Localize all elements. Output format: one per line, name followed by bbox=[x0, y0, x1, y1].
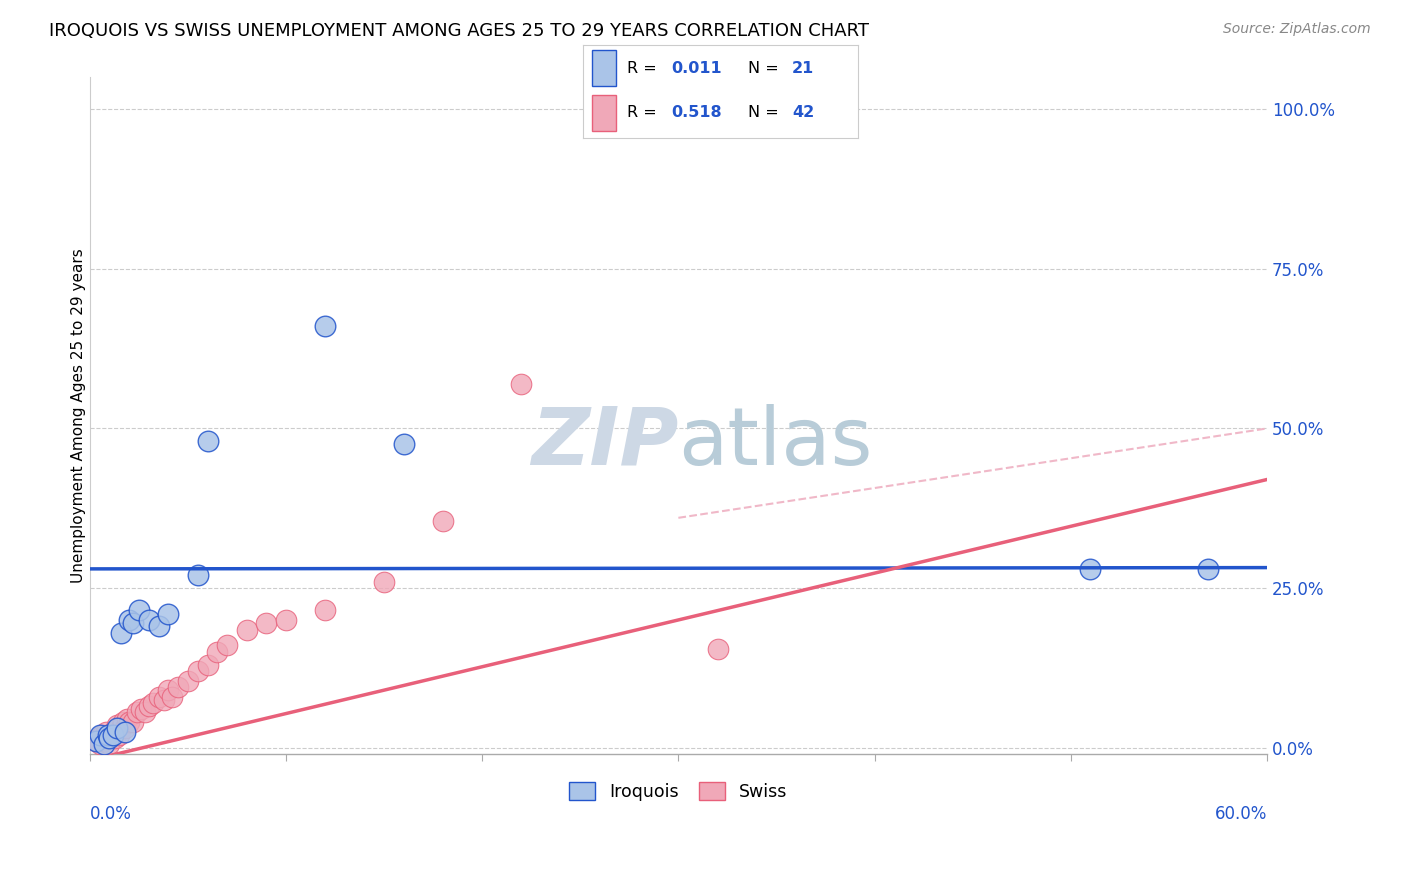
Point bbox=[148, 619, 170, 633]
Text: Source: ZipAtlas.com: Source: ZipAtlas.com bbox=[1223, 22, 1371, 37]
Point bbox=[104, 731, 127, 745]
Point bbox=[103, 728, 125, 742]
Point bbox=[114, 722, 136, 736]
Point bbox=[314, 319, 336, 334]
Text: 0.0%: 0.0% bbox=[90, 805, 132, 822]
Point bbox=[96, 728, 118, 742]
Point bbox=[197, 657, 219, 672]
Point bbox=[157, 607, 180, 621]
Point bbox=[706, 641, 728, 656]
Point bbox=[254, 616, 277, 631]
Point bbox=[103, 724, 125, 739]
Point bbox=[1078, 562, 1101, 576]
Point bbox=[89, 728, 111, 742]
FancyBboxPatch shape bbox=[592, 95, 616, 131]
FancyBboxPatch shape bbox=[592, 50, 616, 86]
Point bbox=[122, 616, 145, 631]
Point bbox=[314, 603, 336, 617]
Point bbox=[114, 724, 136, 739]
Y-axis label: Unemployment Among Ages 25 to 29 years: Unemployment Among Ages 25 to 29 years bbox=[72, 248, 86, 583]
Point bbox=[157, 683, 180, 698]
Point bbox=[167, 680, 190, 694]
Point bbox=[207, 645, 229, 659]
Point bbox=[96, 731, 118, 745]
Point bbox=[84, 734, 107, 748]
Point bbox=[122, 714, 145, 729]
Point bbox=[142, 696, 165, 710]
Point bbox=[125, 706, 148, 720]
Point bbox=[94, 724, 117, 739]
Text: 21: 21 bbox=[792, 61, 814, 76]
Point bbox=[1197, 562, 1219, 576]
Text: IROQUOIS VS SWISS UNEMPLOYMENT AMONG AGES 25 TO 29 YEARS CORRELATION CHART: IROQUOIS VS SWISS UNEMPLOYMENT AMONG AGE… bbox=[49, 22, 869, 40]
Point bbox=[274, 613, 297, 627]
Point bbox=[118, 613, 141, 627]
Point bbox=[118, 714, 141, 729]
Point bbox=[392, 437, 415, 451]
Point bbox=[93, 734, 115, 748]
Point bbox=[89, 738, 111, 752]
Point bbox=[162, 690, 184, 704]
Point bbox=[105, 718, 128, 732]
Point bbox=[112, 714, 135, 729]
Text: N =: N = bbox=[748, 105, 785, 120]
Point bbox=[177, 673, 200, 688]
Point bbox=[197, 434, 219, 449]
Point bbox=[110, 722, 132, 736]
Text: 60.0%: 60.0% bbox=[1215, 805, 1267, 822]
Text: R =: R = bbox=[627, 105, 662, 120]
Point bbox=[187, 664, 209, 678]
Legend: Iroquois, Swiss: Iroquois, Swiss bbox=[561, 773, 796, 810]
Point bbox=[148, 690, 170, 704]
Point bbox=[98, 731, 121, 745]
Point bbox=[236, 623, 259, 637]
Point bbox=[98, 738, 121, 752]
Point bbox=[100, 728, 122, 742]
Point bbox=[108, 728, 131, 742]
Text: atlas: atlas bbox=[678, 404, 873, 482]
Text: 0.518: 0.518 bbox=[671, 105, 721, 120]
Point bbox=[110, 625, 132, 640]
Point bbox=[105, 722, 128, 736]
Point bbox=[217, 639, 239, 653]
Point bbox=[115, 712, 138, 726]
Point bbox=[373, 574, 395, 589]
Point bbox=[432, 514, 454, 528]
Point bbox=[138, 613, 160, 627]
Text: N =: N = bbox=[748, 61, 785, 76]
Point bbox=[93, 738, 115, 752]
Point bbox=[84, 734, 107, 748]
Text: 42: 42 bbox=[792, 105, 814, 120]
Point bbox=[90, 728, 112, 742]
Point bbox=[153, 692, 176, 706]
Point bbox=[138, 699, 160, 714]
Point bbox=[187, 568, 209, 582]
Point bbox=[129, 702, 152, 716]
Text: ZIP: ZIP bbox=[531, 404, 678, 482]
Point bbox=[128, 603, 150, 617]
Text: 0.011: 0.011 bbox=[671, 61, 721, 76]
Text: R =: R = bbox=[627, 61, 662, 76]
Point bbox=[134, 706, 156, 720]
Point bbox=[510, 376, 533, 391]
Point bbox=[86, 731, 108, 745]
